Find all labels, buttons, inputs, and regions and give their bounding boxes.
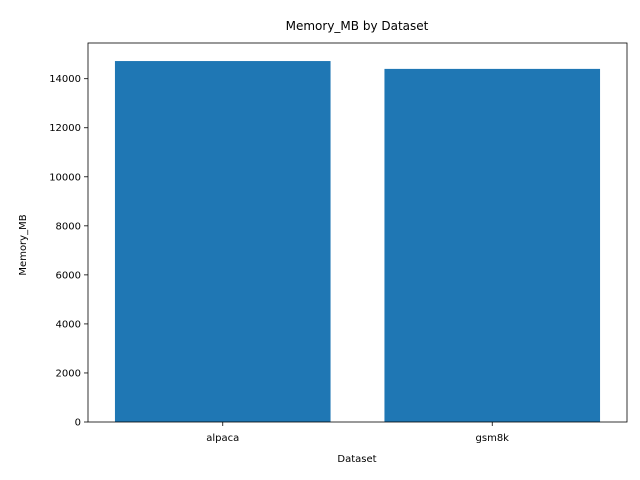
plot-area: alpaca gsm8k 0 2000 4000 6000 8000 10000 12000 14… <box>49 42 628 444</box>
y-axis-title: Memory_MB <box>18 214 29 275</box>
y-tick-label: 2000 <box>56 368 81 379</box>
y-tick-label: 12000 <box>49 123 81 134</box>
y-tick-label: 14000 <box>49 74 81 85</box>
y-tick-label: 10000 <box>49 172 81 183</box>
y-tick-label: 4000 <box>56 319 81 330</box>
bar-gsm8k <box>384 68 601 422</box>
bar-alpaca <box>114 61 331 423</box>
y-tick-label: 6000 <box>56 270 81 281</box>
x-tick-label: alpaca <box>206 433 239 444</box>
plot-frame <box>87 42 628 423</box>
chart-title: Memory_MB by Dataset <box>286 19 429 33</box>
x-tick-label: gsm8k <box>476 433 510 444</box>
x-axis-title: Dataset <box>337 454 376 465</box>
y-tick-label: 8000 <box>56 221 81 232</box>
y-tick-label: 0 <box>75 418 81 429</box>
